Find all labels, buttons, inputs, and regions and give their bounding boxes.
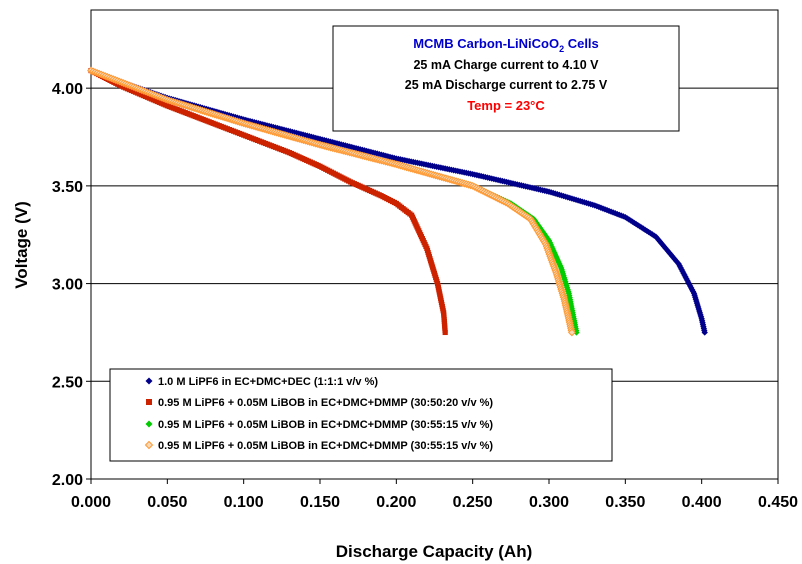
legend-marker-3 (144, 440, 154, 450)
series-1-point-222 (442, 329, 448, 336)
x-tick-label-2: 0.100 (224, 494, 264, 511)
x-tick-label-7: 0.350 (605, 494, 645, 511)
y-tick-label-1: 2.50 (52, 374, 83, 391)
y-tick-label-2: 3.00 (52, 277, 83, 294)
info-line-discharge: 25 mA Discharge current to 2.75 V (405, 78, 608, 92)
info-title-subscript: 2 (559, 44, 564, 54)
x-tick-label-9: 0.450 (758, 494, 798, 511)
info-box-title: MCMB Carbon-LiNiCoO2 Cells (413, 36, 599, 54)
x-tick-label-5: 0.250 (453, 494, 493, 511)
x-tick-label-8: 0.400 (682, 494, 722, 511)
legend-label-3: 0.95 M LiPF6 + 0.05M LiBOB in EC+DMC+DMM… (158, 440, 493, 452)
legend-label-1: 0.95 M LiPF6 + 0.05M LiBOB in EC+DMC+DMM… (158, 397, 493, 409)
info-line-charge: 25 mA Charge current to 4.10 V (413, 58, 599, 72)
x-axis-title: Discharge Capacity (Ah) (336, 542, 533, 561)
x-axis: 0.000 0.050 0.100 0.150 0.200 0.250 0.300 0.350… (71, 479, 798, 511)
legend: 1.0 M LiPF6 in EC+DMC+DEC (1:1:1 v/v %) … (109, 368, 613, 462)
y-tick-label-3: 3.50 (52, 179, 83, 196)
y-axis: 2.00 2.50 3.00 3.50 4.00 (52, 81, 91, 489)
x-tick-label-1: 0.050 (147, 494, 187, 511)
info-box: MCMB Carbon-LiNiCoO2 Cells 25 mA Charge … (332, 25, 680, 132)
info-line-temp: Temp = 23°C (467, 98, 545, 113)
x-tick-label-6: 0.300 (529, 494, 569, 511)
series-3 (87, 66, 576, 337)
legend-markers (144, 377, 154, 450)
x-tick-label-0: 0.000 (71, 494, 111, 511)
legend-marker-0 (145, 377, 153, 385)
series-layer (87, 66, 708, 337)
series-0-point-325 (701, 329, 708, 336)
legend-label-2: 0.95 M LiPF6 + 0.05M LiBOB in EC+DMC+DMM… (158, 419, 493, 431)
info-title-main: MCMB Carbon-LiNiCoO (413, 36, 559, 51)
x-tick-label-3: 0.150 (300, 494, 340, 511)
legend-frame (109, 368, 613, 462)
y-axis-title: Voltage (V) (12, 201, 31, 289)
info-box-frame (332, 25, 680, 132)
series-3-point-275 (567, 328, 576, 337)
legend-marker-1 (146, 399, 152, 405)
y-tick-label-0: 2.00 (52, 472, 83, 489)
legend-marker-2 (145, 420, 153, 428)
info-title-suffix: Cells (564, 36, 599, 51)
legend-label-0: 1.0 M LiPF6 in EC+DMC+DEC (1:1:1 v/v %) (158, 376, 378, 388)
x-tick-label-4: 0.200 (376, 494, 416, 511)
y-tick-label-4: 4.00 (52, 81, 83, 98)
